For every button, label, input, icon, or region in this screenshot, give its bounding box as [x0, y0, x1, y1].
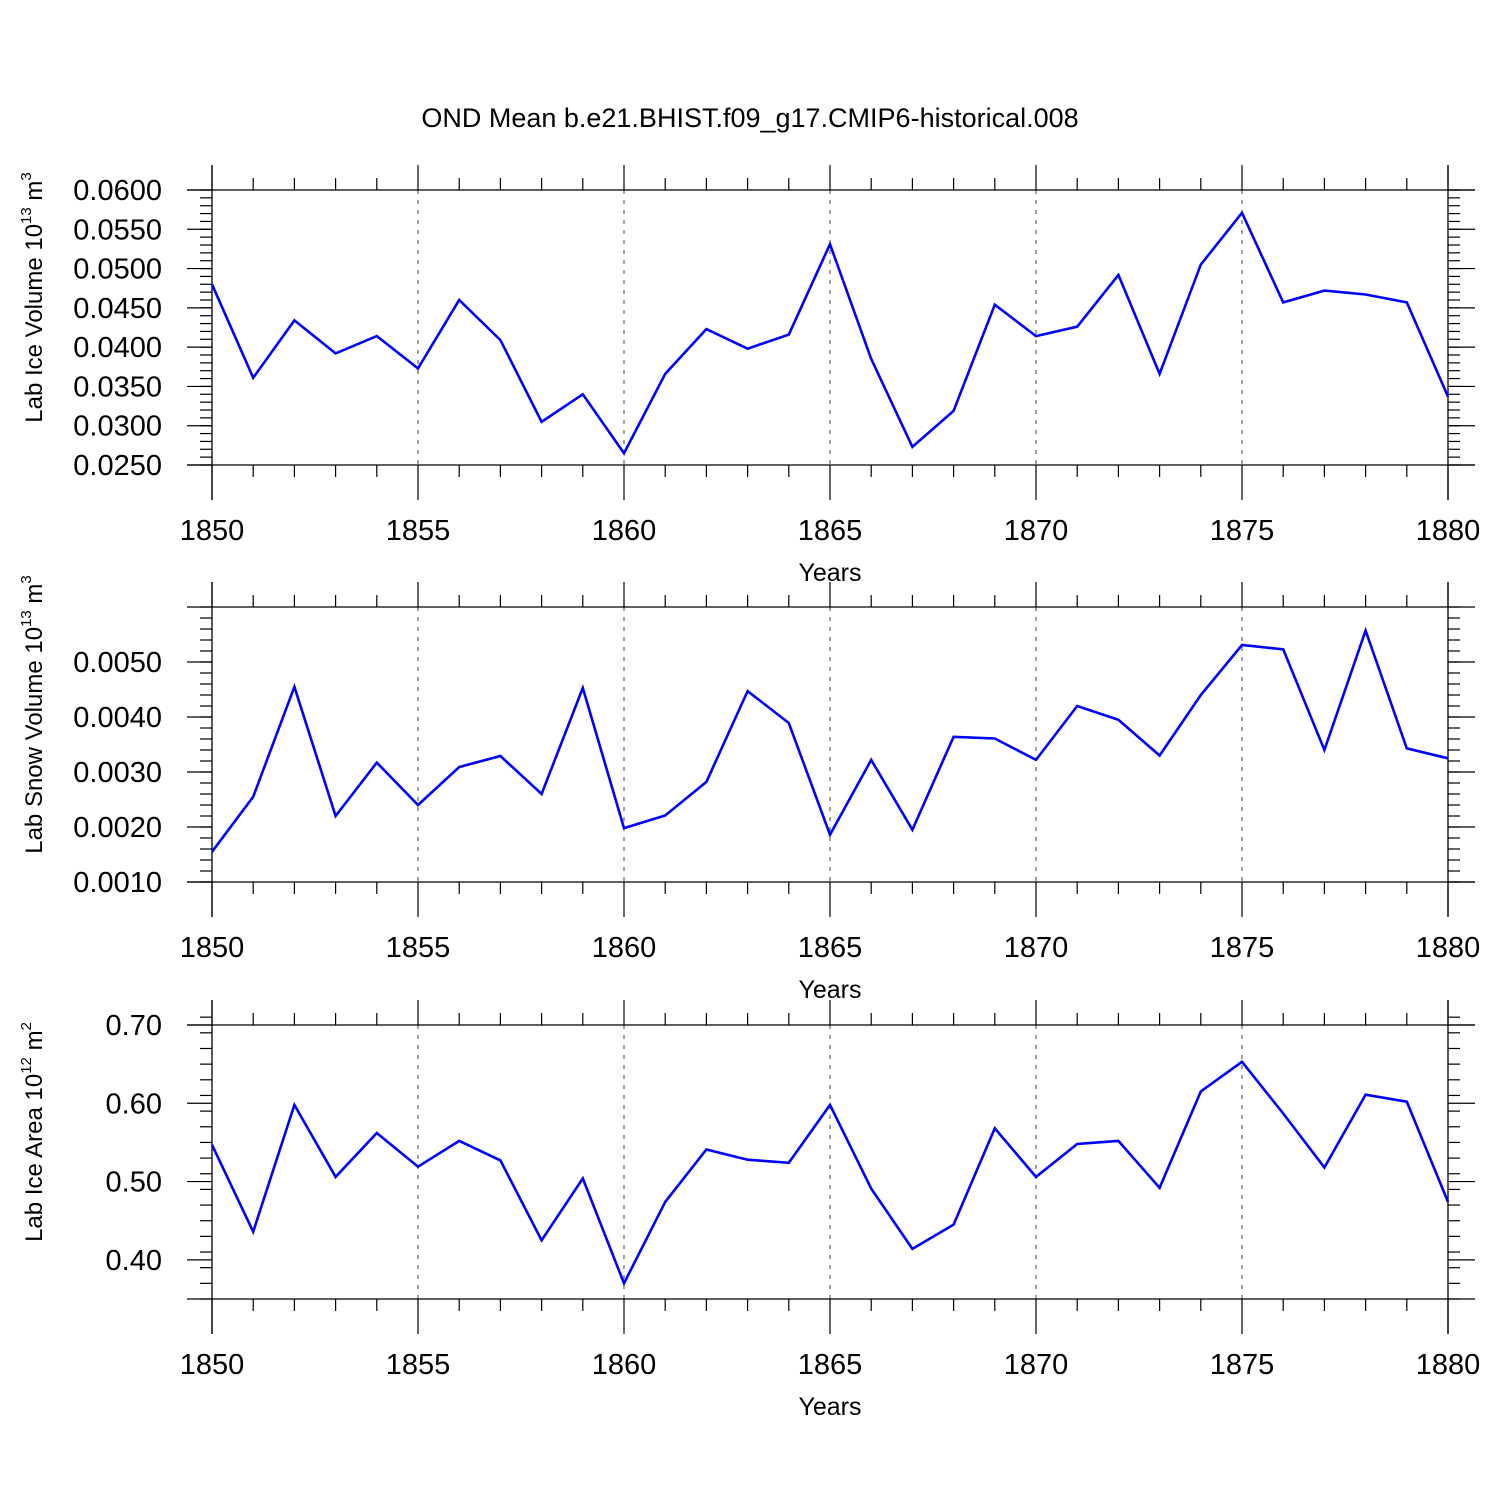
x-tick-label: 1860: [592, 932, 657, 964]
y-axis-label: Lab Ice Area 1012 m2: [18, 1022, 48, 1242]
panel-2: 0.0010 0.0020 0.0030 0.0040 0.0050 1850 1855 18…: [18, 575, 1480, 1004]
y-axis-label: Lab Ice Volume 1013 m3: [18, 172, 48, 423]
y-tick-label: 0.0450: [73, 293, 162, 325]
series-line: [210, 210, 1450, 456]
x-tick-label: 1875: [1210, 1349, 1275, 1381]
y-tick-label: 0.0010: [73, 867, 162, 899]
figure-title: OND Mean b.e21.BHIST.f09_g17.CMIP6-histo…: [421, 103, 1078, 133]
x-tick-label: 1880: [1416, 932, 1481, 964]
series-line: [210, 1060, 1450, 1287]
y-tick-label: 0.70: [106, 1010, 162, 1042]
x-tick-label: 1870: [1004, 515, 1069, 547]
x-tick-label: 1860: [592, 1349, 657, 1381]
y-tick-label: 0.0250: [73, 450, 162, 482]
x-tick-label: 1865: [798, 515, 863, 547]
y-tick-label: 0.0050: [73, 647, 162, 679]
x-tick-label: 1875: [1210, 932, 1275, 964]
y-tick-label: 0.0040: [73, 702, 162, 734]
y-tick-label: 0.0300: [73, 411, 162, 443]
x-tick-label: 1875: [1210, 515, 1275, 547]
x-tick-label: 1860: [592, 515, 657, 547]
y-tick-label: 0.50: [106, 1167, 162, 1199]
x-tick-label: 1850: [180, 515, 245, 547]
series-line: [210, 626, 1449, 853]
x-tick-label: 1880: [1416, 515, 1481, 547]
y-tick-label: 0.0400: [73, 332, 162, 364]
y-axis-label: Lab Snow Volume 1013 m3: [18, 575, 48, 854]
panel-3: 0.40 0.50 0.60 0.70 1850 1855 1860 1865 1870 1875…: [18, 1000, 1480, 1421]
x-axis-label: Years: [798, 976, 861, 1004]
y-tick-label: 0.60: [106, 1088, 162, 1120]
panel-1: 0.0250 0.0300 0.0350 0.0400 0.0450 0.0500 0.05…: [18, 165, 1480, 587]
y-tick-label: 0.0500: [73, 254, 162, 286]
x-tick-label: 1870: [1004, 932, 1069, 964]
x-tick-label: 1880: [1416, 1349, 1481, 1381]
x-tick-label: 1855: [386, 932, 451, 964]
x-tick-label: 1870: [1004, 1349, 1069, 1381]
y-tick-label: 0.0550: [73, 214, 162, 246]
x-tick-label: 1855: [386, 515, 451, 547]
x-tick-label: 1850: [180, 1349, 245, 1381]
x-tick-label: 1865: [798, 932, 863, 964]
x-tick-label: 1850: [180, 932, 245, 964]
y-tick-label: 0.0030: [73, 757, 162, 789]
x-tick-label: 1855: [386, 1349, 451, 1381]
x-axis-label: Years: [798, 1393, 861, 1421]
y-tick-label: 0.0020: [73, 812, 162, 844]
y-tick-label: 0.0350: [73, 371, 162, 403]
y-tick-label: 0.0600: [73, 175, 162, 207]
y-tick-label: 0.40: [106, 1245, 162, 1277]
x-tick-label: 1865: [798, 1349, 863, 1381]
chart-panels: 0.0250 0.0300 0.0350 0.0400 0.0450 0.0500 0.05…: [18, 165, 1480, 1421]
